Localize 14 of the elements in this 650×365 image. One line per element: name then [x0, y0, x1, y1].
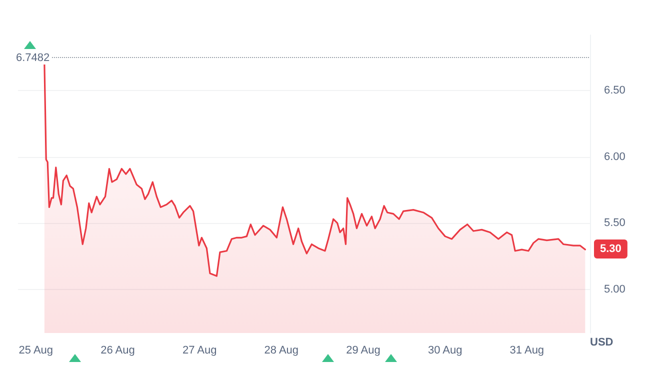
y-tick-label: 6.50	[604, 84, 626, 97]
y-tick-label: 5.00	[604, 283, 626, 296]
x-tick-label: 27 Aug	[182, 344, 217, 356]
x-tick-label: 26 Aug	[100, 344, 135, 356]
y-tick-label: 6.00	[604, 150, 626, 163]
x-tick-label: 29 Aug	[346, 344, 380, 356]
x-tick-label: 28 Aug	[264, 344, 299, 356]
x-tick-label: 31 Aug	[510, 344, 544, 356]
text: 5.30	[600, 243, 622, 255]
ref-line-label: 6.7482	[16, 52, 50, 64]
x-tick-label: 30 Aug	[428, 344, 462, 356]
x-tick-label: 25 Aug	[18, 344, 54, 356]
y-axis-title: USD	[590, 336, 614, 348]
y-tick-label: 5.50	[604, 217, 626, 230]
